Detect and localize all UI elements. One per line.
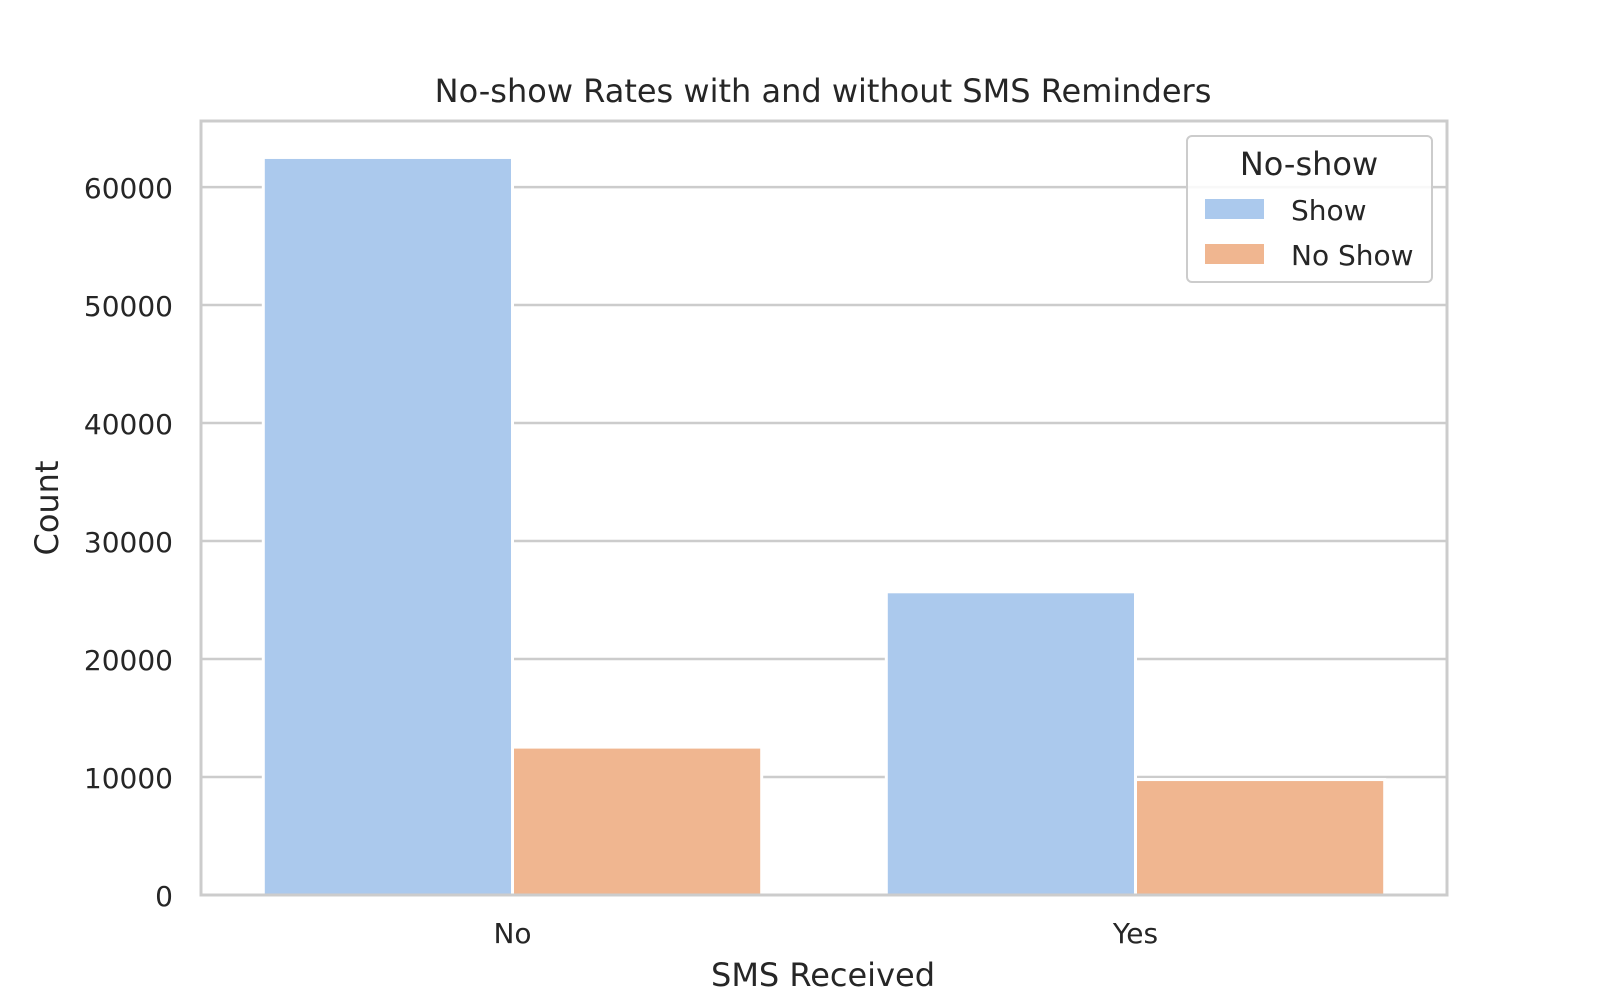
y-tick-label: 30000: [84, 526, 173, 559]
legend: No-show Show No Show: [1187, 136, 1432, 282]
legend-swatch-show: [1205, 199, 1264, 219]
y-tick-label: 60000: [84, 172, 173, 205]
y-tick-label: 50000: [84, 290, 173, 323]
x-tick-label: Yes: [1112, 917, 1158, 950]
y-tick-labels: 0 10000 20000 30000 40000 50000 60000: [84, 172, 173, 913]
bar-no-show-no: [513, 747, 762, 895]
bar-no-show-yes: [1136, 780, 1385, 895]
bar-show-yes: [886, 592, 1135, 895]
bar-show-no: [263, 157, 512, 895]
y-tick-label: 0: [155, 880, 173, 913]
x-tick-labels: No Yes: [493, 917, 1158, 950]
y-axis-label: Count: [28, 460, 66, 555]
legend-title: No-show: [1240, 145, 1378, 183]
chart-title: No-show Rates with and without SMS Remin…: [435, 72, 1212, 110]
x-tick-label: No: [493, 917, 531, 950]
legend-label-show: Show: [1291, 194, 1367, 227]
x-axis-label: SMS Received: [711, 956, 935, 994]
y-tick-label: 10000: [84, 762, 173, 795]
y-tick-label: 20000: [84, 644, 173, 677]
y-tick-label: 40000: [84, 408, 173, 441]
legend-label-no-show: No Show: [1291, 239, 1414, 272]
legend-swatch-no-show: [1205, 244, 1264, 264]
